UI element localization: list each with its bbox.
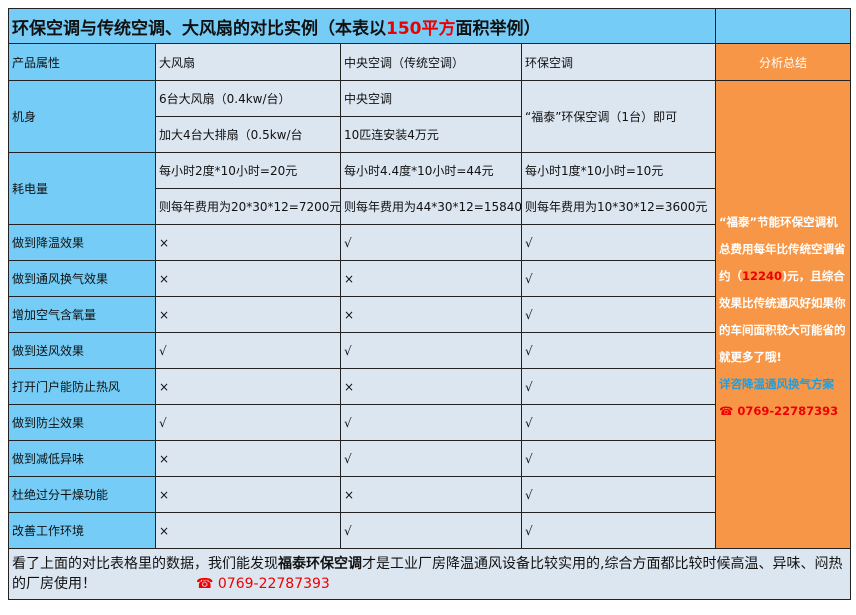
cell: √ [340, 512, 522, 549]
cell: √ [521, 404, 716, 441]
cell: × [155, 440, 341, 477]
row-label-body: 机身 [8, 80, 156, 153]
cell: × [340, 260, 522, 297]
consult-link[interactable]: 详咨降温通风换气方案 [719, 377, 834, 391]
cell: 则每年费用为20*30*12=7200元 [155, 188, 341, 225]
row-label: 改善工作环境 [8, 512, 156, 549]
row-label: 做到防尘效果 [8, 404, 156, 441]
cell: × [155, 224, 341, 261]
cell: 则每年费用为10*30*12=3600元 [521, 188, 716, 225]
row-label: 增加空气含氧量 [8, 296, 156, 333]
cell: “福泰”环保空调（1台）即可 [521, 80, 716, 153]
cell: √ [521, 296, 716, 333]
header-attr: 产品属性 [8, 43, 156, 81]
cell: × [155, 260, 341, 297]
cell: × [155, 296, 341, 333]
cell: √ [521, 332, 716, 369]
footer-note: 看了上面的对比表格里的数据，我们能发现福泰环保空调才是工业厂房降温通风设备比较实… [8, 548, 851, 600]
cell: 每小时2度*10小时=20元 [155, 152, 341, 189]
cell: √ [340, 404, 522, 441]
cell: √ [521, 476, 716, 513]
row-label: 做到降温效果 [8, 224, 156, 261]
table-row: 做到防尘效果 √ √ √ [8, 404, 851, 441]
header-fan: 大风扇 [155, 43, 341, 81]
header-summary: 分析总结 [715, 43, 851, 81]
table-row: 改善工作环境 × √ √ [8, 512, 851, 549]
cell: 中央空调 [340, 80, 522, 117]
cell: × [155, 476, 341, 513]
table-row: 杜绝过分干燥功能 × × √ [8, 476, 851, 513]
table-row: 增加空气含氧量 × × √ [8, 296, 851, 333]
cell: × [340, 296, 522, 333]
cell: × [340, 368, 522, 405]
cell: √ [521, 260, 716, 297]
cell: √ [521, 368, 716, 405]
cell: 每小时1度*10小时=10元 [521, 152, 716, 189]
cell: 6台大风扇（0.4kw/台） [155, 80, 341, 117]
summary-panel: “福泰”节能环保空调机总费用每年比传统空调省约（12240)元，且综合效果比传统… [715, 80, 851, 549]
row-label: 做到减低异味 [8, 440, 156, 477]
cell: 则每年费用为44*30*12=15840元 [340, 188, 522, 225]
cell: √ [340, 440, 522, 477]
row-label: 打开门户能防止热风 [8, 368, 156, 405]
cell: √ [155, 404, 341, 441]
table-row: 做到送风效果 √ √ √ [8, 332, 851, 369]
cell: × [155, 512, 341, 549]
cell: × [340, 476, 522, 513]
row-label: 杜绝过分干燥功能 [8, 476, 156, 513]
row-label: 做到通风换气效果 [8, 260, 156, 297]
title-blank [715, 8, 851, 44]
cell: 10匹连安装4万元 [340, 116, 522, 153]
comparison-table: 环保空调与传统空调、大风扇的对比实例（本表以150平方面积举例） 产品属性 大风… [8, 8, 851, 600]
header-central: 中央空调（传统空调） [340, 43, 522, 81]
cell: √ [155, 332, 341, 369]
table-title: 环保空调与传统空调、大风扇的对比实例（本表以150平方面积举例） [8, 8, 716, 44]
cell: × [155, 368, 341, 405]
cell: √ [521, 224, 716, 261]
cell: √ [340, 224, 522, 261]
row-label: 做到送风效果 [8, 332, 156, 369]
cell: 每小时4.4度*10小时=44元 [340, 152, 522, 189]
summary-phone: ☎ 0769-22787393 [719, 404, 839, 418]
cell: √ [521, 440, 716, 477]
cell: 加大4台大排扇（0.5kw/台 [155, 116, 341, 153]
row-label-power: 耗电量 [8, 152, 156, 225]
header-eco: 环保空调 [521, 43, 716, 81]
cell: √ [521, 512, 716, 549]
table-row: 做到降温效果 × √ √ [8, 224, 851, 261]
cell: √ [340, 332, 522, 369]
footer-phone: ☎ 0769-22787393 [196, 576, 330, 592]
